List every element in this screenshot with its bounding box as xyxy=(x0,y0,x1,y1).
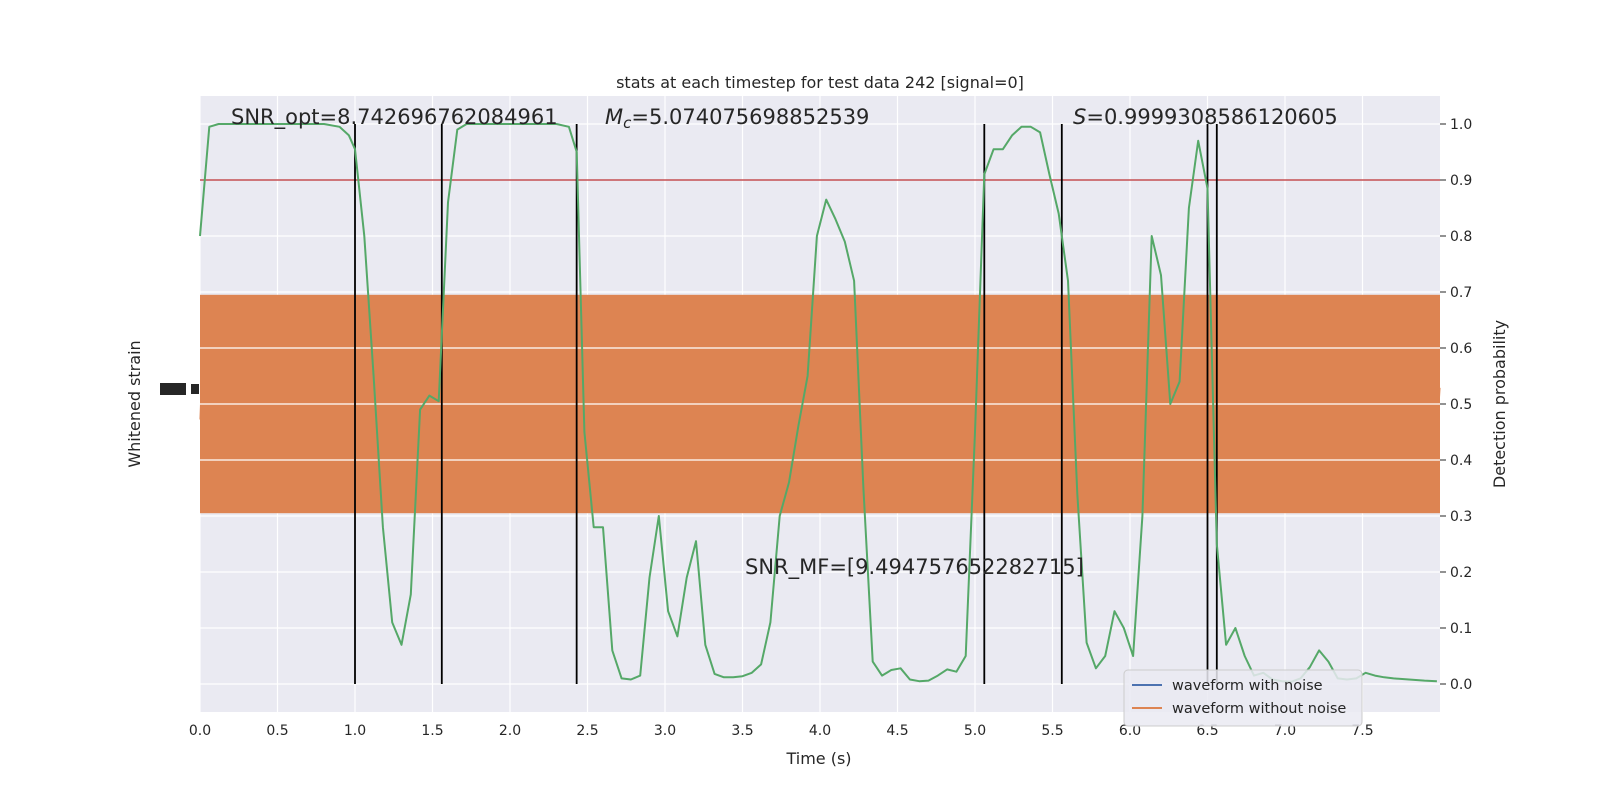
chirp-mass-value: =5.074075698852539 xyxy=(631,105,869,129)
vertical-markers xyxy=(354,124,1218,684)
x-tick-label: 3.5 xyxy=(731,723,753,739)
detection-probability xyxy=(199,123,1437,683)
y-tick-label-right: 0.5 xyxy=(1450,397,1472,413)
snr-opt-annotation: SNR_opt=8.742696762084961 xyxy=(231,105,558,130)
x-tick-label: 7.0 xyxy=(1274,723,1296,739)
x-axis-label: Time (s) xyxy=(785,749,851,768)
legend-label-without-noise: waveform without noise xyxy=(1172,701,1346,717)
y-tick-label-right: 0.7 xyxy=(1450,285,1472,301)
left-tick-blob xyxy=(160,383,186,395)
x-tick-label: 5.5 xyxy=(1041,723,1063,739)
y-axis-label-right: Detection probability xyxy=(1490,320,1509,488)
x-tick-label: 4.5 xyxy=(886,723,908,739)
left-axis-tick-clutter xyxy=(160,383,199,395)
y-tick-label-right: 0.4 xyxy=(1450,453,1472,469)
chirp-mass-symbol: M xyxy=(605,105,623,129)
s-value: =0.9999308586120605 xyxy=(1086,105,1337,129)
x-tick-label: 2.5 xyxy=(576,723,598,739)
y-tick-label-right: 0.6 xyxy=(1450,341,1472,357)
x-tick-label: 6.0 xyxy=(1119,723,1141,739)
x-tick-label: 0.0 xyxy=(189,723,211,739)
y-axis-label-left: Whitened strain xyxy=(125,340,144,467)
x-tick-label: 7.5 xyxy=(1351,723,1373,739)
y-tick-label-right: 0.2 xyxy=(1450,565,1472,581)
legend: waveform with noise waveform without noi… xyxy=(1123,669,1363,727)
snr-mf-annotation: SNR_MF=[9.494757652282715] xyxy=(745,555,1084,580)
x-axis-ticks: 0.0 0.5 1.0 1.5 2.0 2.5 3.0 3.5 4.0 4.5 5.0 5.5 6.0 6… xyxy=(189,723,1374,739)
x-tick-label: 3.0 xyxy=(654,723,676,739)
legend-box xyxy=(1123,669,1363,727)
legend-label-with-noise: waveform with noise xyxy=(1172,678,1323,694)
chirp-mass-annotation: Mc=5.074075698852539 xyxy=(605,105,869,132)
y-tick-label-right: 0.9 xyxy=(1450,173,1472,189)
chart-title: stats at each timestep for test data 242… xyxy=(616,73,1024,92)
chirp-mass-subscript: c xyxy=(623,114,632,132)
x-tick-label: 6.5 xyxy=(1196,723,1218,739)
y-tick-label-right: 0.0 xyxy=(1450,677,1472,693)
x-tick-label: 0.5 xyxy=(266,723,288,739)
x-tick-label: 2.0 xyxy=(499,723,521,739)
y-tick-label-right: 0.3 xyxy=(1450,509,1472,525)
noise-band xyxy=(199,294,1441,514)
s-annotation: S=0.9999308586120605 xyxy=(1073,105,1338,129)
series-detection-probability xyxy=(199,123,1437,683)
y-tick-label-right: 0.1 xyxy=(1450,621,1472,637)
s-symbol: S xyxy=(1073,105,1086,129)
x-tick-label: 1.5 xyxy=(421,723,443,739)
x-tick-label: 5.0 xyxy=(964,723,986,739)
x-tick-label: 1.0 xyxy=(344,723,366,739)
left-tick-mark xyxy=(191,384,199,394)
x-tick-label: 4.0 xyxy=(809,723,831,739)
y-tick-label-right: 1.0 xyxy=(1450,117,1472,133)
right-axis-ticks: 0.0 0.1 0.2 0.3 0.4 0.5 0.6 0.7 0.8 0.9 1.0 xyxy=(1440,117,1472,693)
y-tick-label-right: 0.8 xyxy=(1450,229,1472,245)
